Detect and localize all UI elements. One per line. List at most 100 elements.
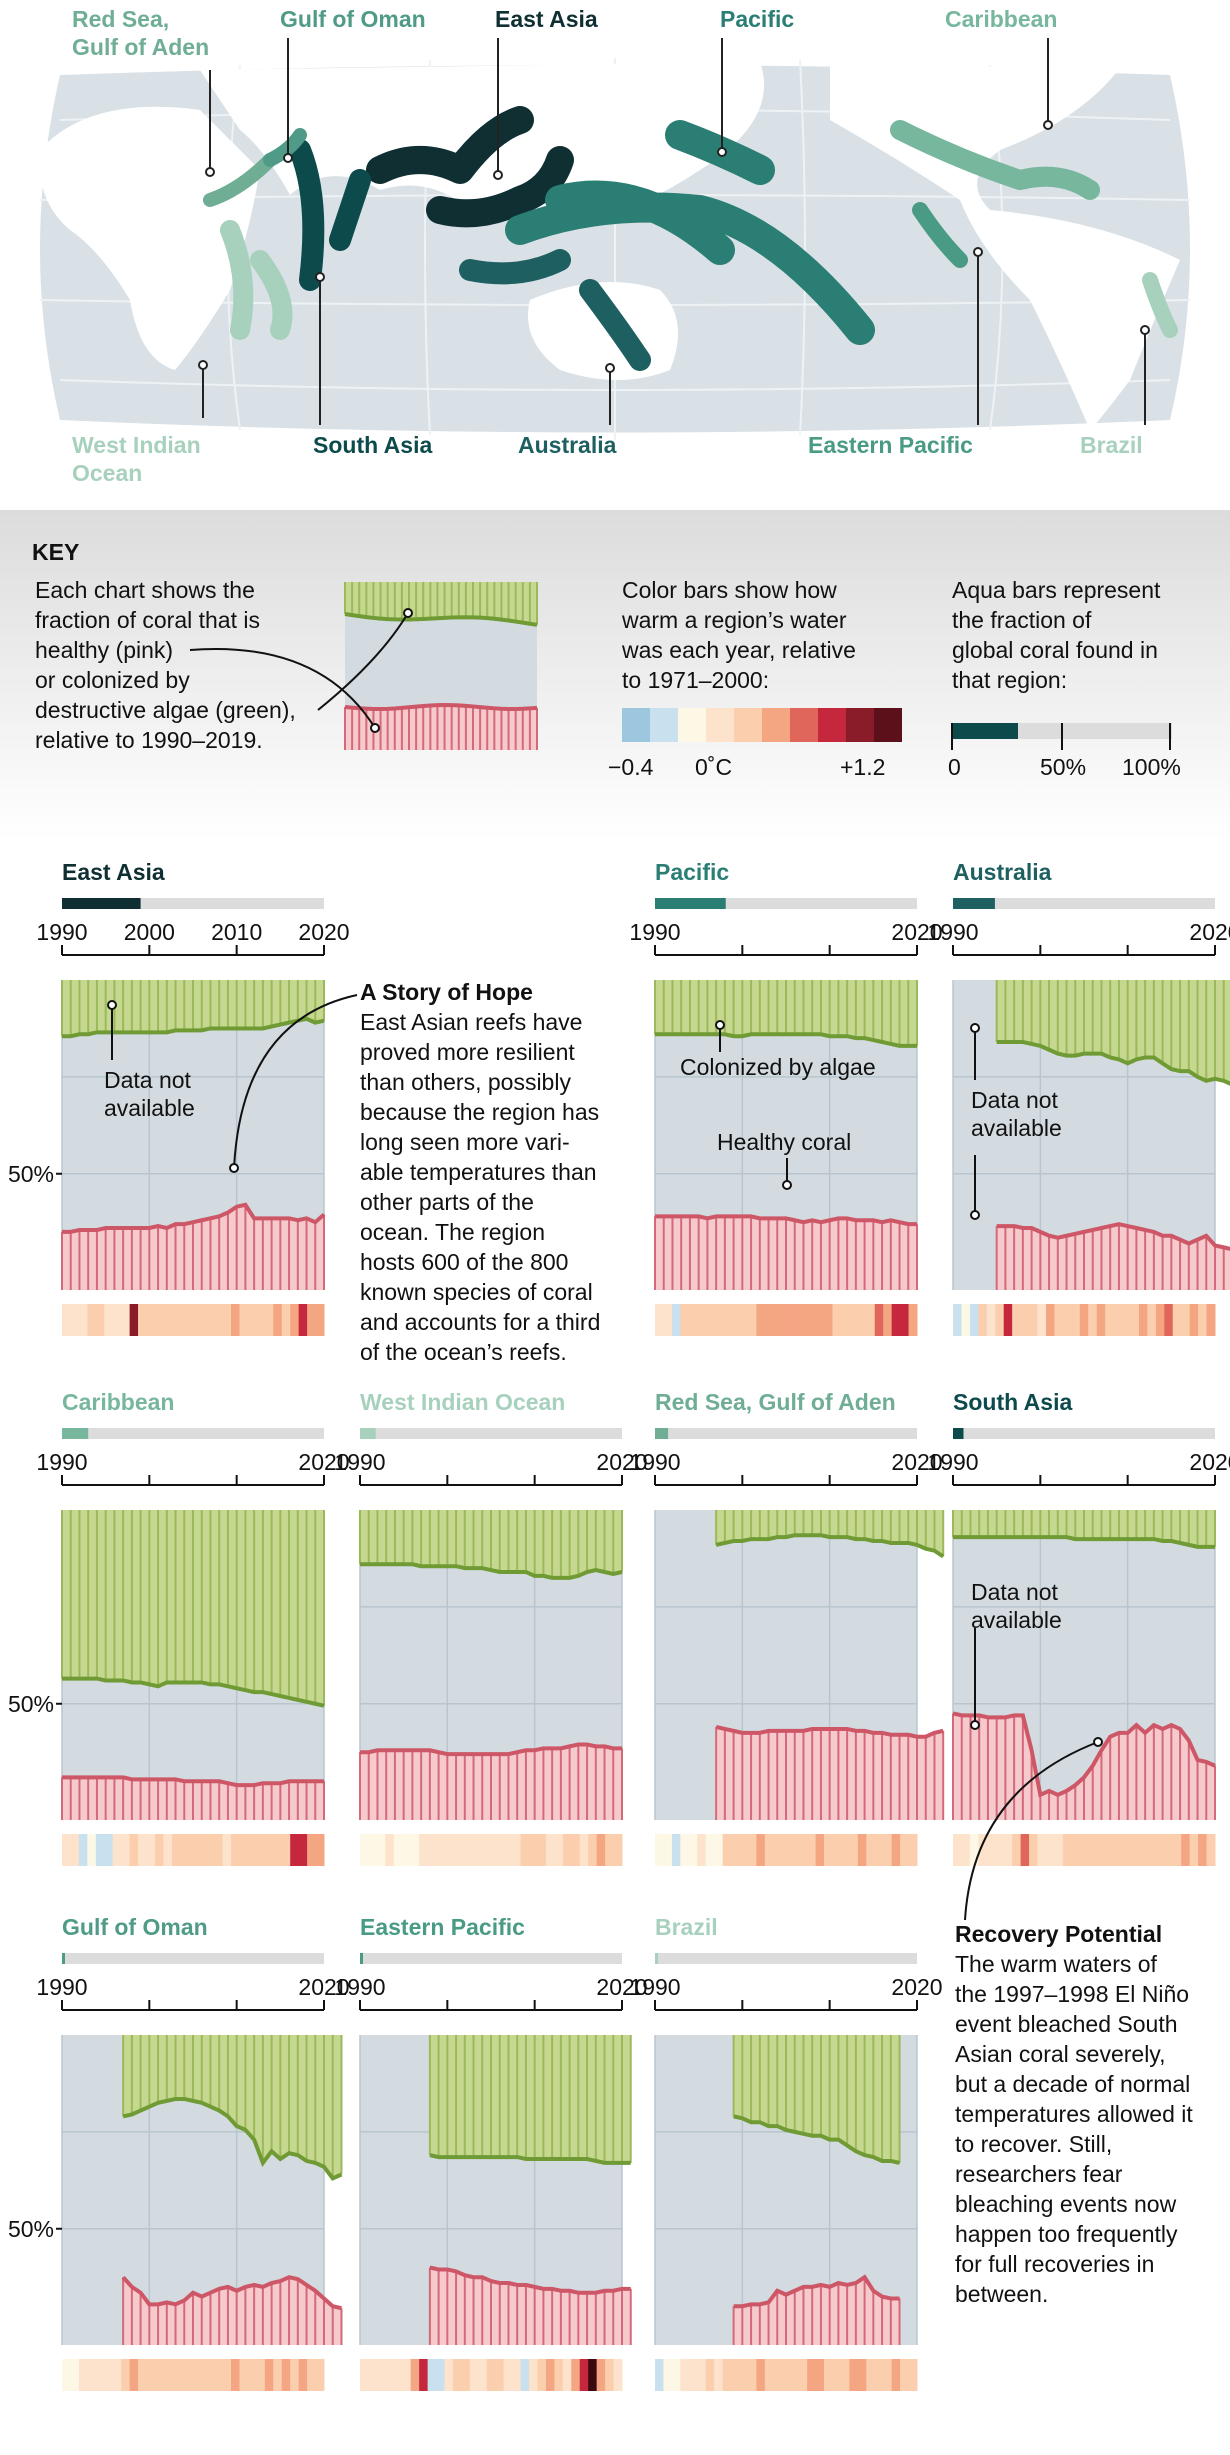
temperature-cell bbox=[554, 1834, 564, 1866]
temperature-cell bbox=[70, 1834, 80, 1866]
key-sample-healthy-area bbox=[345, 705, 537, 750]
recovery-body-line: the 1997–1998 El Niño bbox=[955, 1981, 1189, 2007]
share-bar-fill bbox=[360, 1428, 376, 1439]
algae-line bbox=[733, 2114, 900, 2165]
temperature-cell bbox=[503, 1834, 513, 1866]
temperature-cell bbox=[231, 1834, 240, 1866]
key-color-swatch bbox=[706, 708, 734, 742]
temperature-cell bbox=[78, 1834, 88, 1866]
key-sample-algae-line bbox=[344, 612, 538, 627]
algae-line bbox=[953, 1535, 1215, 1549]
temperature-cell bbox=[663, 1304, 673, 1336]
temperature-cell bbox=[495, 1834, 505, 1866]
temperature-cell bbox=[469, 1834, 479, 1866]
temperature-cell bbox=[714, 1304, 724, 1336]
hope-body-line: ocean. The region bbox=[360, 1219, 545, 1245]
temperature-cell bbox=[290, 1834, 300, 1866]
temperature-cell bbox=[307, 1304, 317, 1336]
map-leader-dot bbox=[1043, 120, 1053, 130]
key-sample-algae-area bbox=[345, 582, 537, 625]
temperature-cell bbox=[722, 2359, 732, 2391]
temperature-cell bbox=[146, 1834, 156, 1866]
temperature-cell bbox=[1206, 1304, 1216, 1336]
annotation-dot bbox=[970, 1210, 980, 1220]
temperature-cell bbox=[478, 1834, 488, 1866]
chart-caribbean: Caribbean 1990 2020 50% bbox=[8, 1389, 350, 1866]
map-leader-dot bbox=[605, 363, 615, 373]
temperature-cell bbox=[368, 2359, 378, 2391]
key-panel: KEY Each chart shows the fraction of cora… bbox=[0, 510, 1230, 840]
land-africa bbox=[39, 106, 260, 371]
map-label-southasia: South Asia bbox=[313, 272, 432, 458]
temperature-cell bbox=[154, 2359, 164, 2391]
share-bar-fill bbox=[360, 1953, 363, 1964]
temperature-cell bbox=[180, 1304, 190, 1336]
temperature-cell bbox=[688, 2359, 698, 2391]
temperature-cell bbox=[1172, 1834, 1182, 1866]
temperature-cell bbox=[486, 2359, 496, 2391]
share-bar-track bbox=[953, 1428, 1215, 1439]
map-label-epacific: Eastern Pacific bbox=[808, 247, 983, 458]
map-label-text: Gulf of Aden bbox=[72, 34, 209, 60]
temperature-cell bbox=[307, 2359, 317, 2391]
temperature-cell bbox=[281, 2359, 291, 2391]
share-bar-track bbox=[62, 898, 324, 909]
map-label-brazil: Brazil bbox=[1080, 325, 1150, 458]
key-color-swatch bbox=[622, 708, 650, 742]
temperature-cell bbox=[512, 1834, 522, 1866]
temperature-cell bbox=[790, 2359, 800, 2391]
hope-body-line: of the ocean’s reefs. bbox=[360, 1339, 567, 1365]
map-label-text: South Asia bbox=[313, 432, 432, 458]
key-connector-healthy bbox=[189, 648, 376, 729]
temperature-cell bbox=[1003, 1304, 1013, 1336]
x-tick-label: 1990 bbox=[36, 1974, 87, 2000]
temperature-cell bbox=[1020, 1304, 1030, 1336]
recovery-body-line: The warm waters of bbox=[955, 1951, 1158, 1977]
temperature-cell bbox=[790, 1834, 800, 1866]
temperature-cell bbox=[705, 2359, 715, 2391]
temperature-cell bbox=[1054, 1834, 1064, 1866]
temperature-cell bbox=[773, 1834, 783, 1866]
healthy-coral-label: Healthy coral bbox=[717, 1129, 851, 1155]
temperature-cell bbox=[1164, 1834, 1174, 1866]
temperature-cell bbox=[798, 1834, 808, 1866]
temperature-cell bbox=[1155, 1304, 1165, 1336]
reef-regions bbox=[203, 106, 1178, 371]
world-map: Red Sea,Gulf of Aden Gulf of Oman East Asi… bbox=[39, 6, 1191, 486]
map-label-pacific: Pacific bbox=[717, 6, 794, 157]
temperature-cell bbox=[95, 1304, 105, 1336]
map-leader-dot bbox=[205, 167, 215, 177]
temperature-cell bbox=[376, 1834, 386, 1866]
temperature-cell bbox=[883, 1304, 893, 1336]
temperature-cell bbox=[1096, 1304, 1106, 1336]
x-tick-label: 2020 bbox=[596, 1974, 647, 2000]
temperature-cell bbox=[256, 2359, 266, 2391]
temperature-cell bbox=[961, 1834, 971, 1866]
temperature-cell bbox=[537, 1834, 547, 1866]
temperature-cell bbox=[129, 1304, 139, 1336]
map-leader-dot bbox=[1140, 325, 1150, 335]
key-connector-algae bbox=[317, 612, 409, 711]
temperature-cell bbox=[747, 1304, 757, 1336]
recovery-body-line: but a decade of normal bbox=[955, 2071, 1190, 2097]
temperature-cell bbox=[273, 2359, 283, 2391]
temperature-cell bbox=[891, 1304, 901, 1336]
chart-title: South Asia bbox=[953, 1389, 1072, 1415]
temperature-cell bbox=[978, 1834, 988, 1866]
temperature-cell bbox=[402, 1834, 412, 1866]
annotation-recovery-potential: Recovery Potential The warm waters of the … bbox=[955, 1921, 1193, 2307]
key-aqua-desc-line: global coral found in bbox=[952, 637, 1158, 663]
temperature-cell bbox=[205, 2359, 215, 2391]
data-not-available-label: Data not bbox=[971, 1579, 1059, 1605]
key-sample-healthy-line bbox=[344, 703, 538, 711]
temperature-cell bbox=[1164, 1304, 1174, 1336]
temperature-cell bbox=[1045, 1304, 1055, 1336]
key-connector-dot bbox=[403, 608, 413, 618]
temperature-cell bbox=[104, 1304, 114, 1336]
temperature-cell bbox=[953, 1304, 962, 1336]
temperature-cell bbox=[874, 2359, 884, 2391]
temperature-cell bbox=[529, 2359, 538, 2391]
temperature-cell bbox=[1037, 1304, 1047, 1336]
key-chart-desc-line: relative to 1990–2019. bbox=[35, 727, 263, 753]
map-label-eastasia: East Asia bbox=[493, 6, 598, 180]
